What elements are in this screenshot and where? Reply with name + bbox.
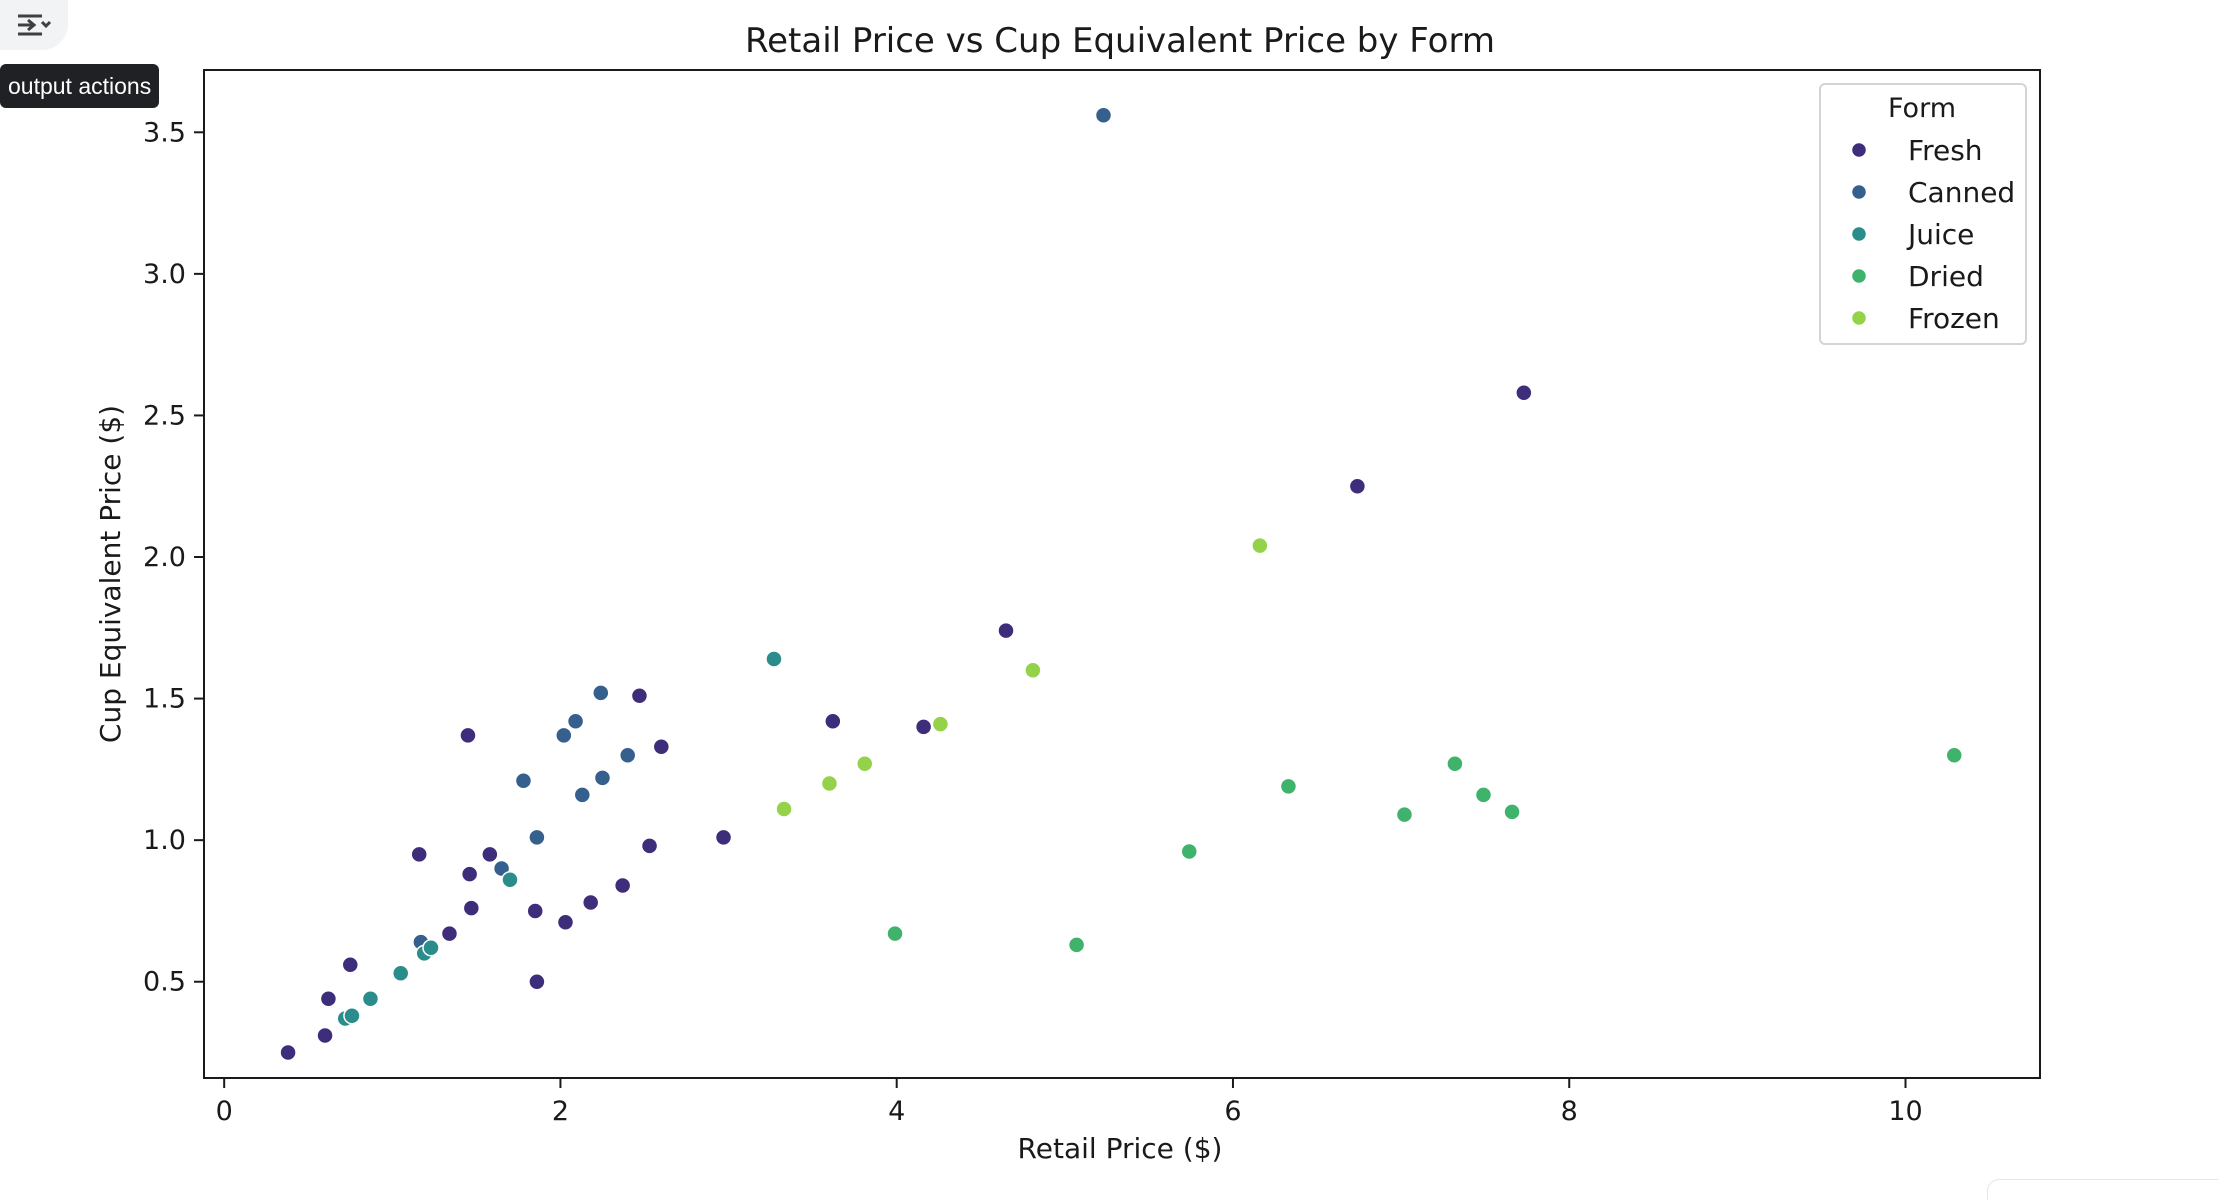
point-fresh: [613, 876, 632, 895]
point-dried: [1395, 805, 1414, 824]
legend-marker-juice: [1850, 225, 1868, 243]
point-fresh: [914, 718, 933, 736]
point-fresh: [410, 845, 428, 864]
y-tick-label: 2.0: [143, 542, 186, 573]
plot-area-frame: [203, 69, 2041, 1079]
point-fresh: [652, 737, 671, 756]
x-tick-label: 8: [1561, 1096, 1578, 1127]
chart-title: Retail Price vs Cup Equivalent Price by …: [745, 21, 1495, 61]
legend-title: Form: [1888, 93, 1956, 124]
point-juice: [361, 989, 380, 1008]
point-dried: [1474, 786, 1493, 804]
point-canned: [1094, 106, 1113, 125]
point-fresh: [341, 955, 360, 974]
legend-marker-dried: [1850, 267, 1868, 285]
legend-label-juice: Juice: [1906, 218, 1974, 251]
point-fresh: [279, 1043, 297, 1062]
x-tick-label: 10: [1888, 1096, 1922, 1127]
point-frozen: [931, 715, 950, 733]
y-axis-label: Cup Equivalent Price ($): [94, 405, 127, 743]
point-dried: [1503, 803, 1521, 821]
y-tick-label: 2.5: [143, 400, 186, 431]
y-tick-label: 3.5: [143, 117, 186, 148]
point-frozen: [1251, 536, 1269, 555]
point-dried: [1067, 936, 1086, 954]
legend: Form Fresh Canned Juice Dried Frozen: [1819, 83, 2027, 345]
x-tick-label: 4: [888, 1096, 905, 1127]
data-points: [279, 106, 1964, 1062]
point-dried: [1446, 754, 1464, 773]
legend-label-canned: Canned: [1908, 176, 2015, 209]
point-fresh: [714, 828, 733, 847]
point-canned: [573, 786, 592, 804]
point-dried: [1180, 842, 1199, 861]
point-dried: [886, 924, 904, 943]
point-fresh: [581, 893, 600, 912]
point-canned: [514, 771, 533, 790]
point-canned: [593, 769, 612, 787]
x-axis-label: Retail Price ($): [1018, 1132, 1223, 1165]
y-tick-label: 1.5: [143, 684, 186, 715]
output-actions-button[interactable]: [0, 0, 68, 50]
output-actions-icon: [18, 14, 52, 36]
x-tick-label: 6: [1224, 1096, 1241, 1127]
point-fresh: [462, 899, 481, 917]
point-canned: [592, 684, 610, 702]
point-dried: [1945, 746, 1964, 764]
point-frozen: [1024, 661, 1042, 680]
point-canned: [528, 828, 546, 847]
point-fresh: [824, 712, 842, 730]
point-juice: [391, 964, 410, 982]
output-actions-tooltip: output actions: [0, 64, 160, 108]
y-tick-label: 3.0: [143, 259, 186, 290]
point-fresh: [640, 837, 659, 855]
point-canned: [566, 712, 585, 730]
point-fresh: [630, 687, 649, 705]
scroll-corner: [1987, 1179, 2218, 1200]
y-tick-label: 0.5: [143, 967, 186, 998]
legend-label-frozen: Frozen: [1908, 302, 2000, 335]
y-tick-label: 1.0: [143, 825, 186, 856]
y-axis: 0.5 1.0 1.5 2.0 2.5 3.0 3.5: [143, 117, 204, 998]
point-frozen: [820, 774, 839, 793]
point-fresh: [528, 972, 546, 991]
point-frozen: [856, 754, 874, 773]
point-dried: [1279, 777, 1298, 796]
point-fresh: [460, 865, 479, 883]
point-fresh: [481, 845, 499, 864]
point-frozen: [775, 800, 793, 818]
legend-marker-fresh: [1850, 141, 1868, 159]
point-fresh: [1348, 477, 1367, 495]
point-juice: [422, 939, 440, 957]
point-fresh: [526, 902, 544, 920]
point-fresh: [319, 989, 338, 1008]
point-fresh: [556, 913, 575, 932]
point-juice: [501, 871, 519, 889]
legend-label-fresh: Fresh: [1908, 134, 1983, 167]
legend-marker-canned: [1850, 183, 1868, 201]
point-fresh: [1515, 384, 1533, 402]
x-tick-label: 2: [552, 1096, 569, 1127]
point-fresh: [459, 726, 477, 745]
legend-label-dried: Dried: [1908, 260, 1984, 293]
point-fresh: [316, 1026, 334, 1045]
point-fresh: [440, 924, 459, 943]
legend-box: [1819, 83, 2027, 345]
x-tick-label: 0: [216, 1096, 233, 1127]
legend-marker-frozen: [1850, 309, 1868, 327]
point-canned: [618, 746, 637, 764]
x-axis: 0 2 4 6 8 10: [216, 1078, 1923, 1127]
point-juice: [765, 650, 783, 668]
point-fresh: [997, 621, 1015, 640]
point-juice: [343, 1006, 361, 1025]
point-canned: [555, 726, 573, 745]
